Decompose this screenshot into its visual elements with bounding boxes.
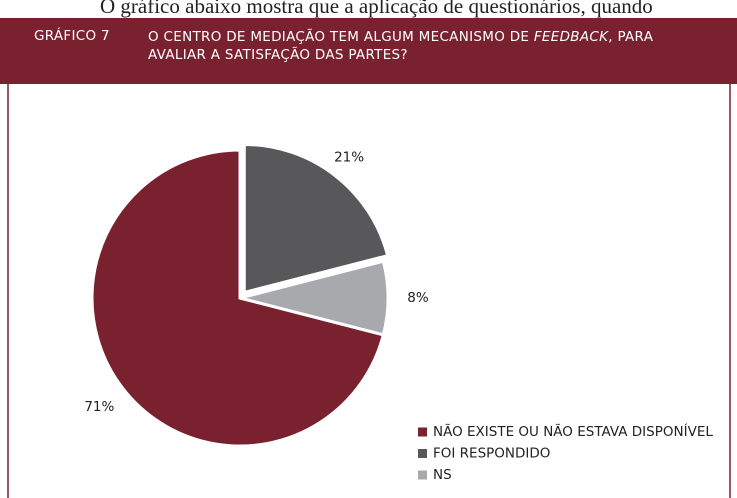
- pie-slice: [239, 259, 390, 337]
- header: GRÁFICO 7 O CENTRO DE MEDIAÇÃO TEM ALGUM…: [0, 18, 737, 84]
- title-part: O CENTRO DE MEDIAÇÃO TEM ALGUM MECANISMO…: [148, 29, 534, 45]
- data-label: 21%: [334, 149, 364, 165]
- chart-title: O CENTRO DE MEDIAÇÃO TEM ALGUM MECANISMO…: [148, 28, 653, 64]
- data-label: 71%: [84, 399, 114, 415]
- legend-swatch: [418, 449, 427, 458]
- pie-slice: [90, 148, 386, 448]
- title-part: , PARA: [608, 29, 654, 45]
- legend-swatch: [418, 427, 427, 437]
- context-text: O gráfico abaixo mostra que a aplicação …: [100, 0, 653, 18]
- legend-label: NÃO EXISTE OU NÃO ESTAVA DISPONÍVEL: [433, 423, 713, 440]
- data-label: 8%: [407, 290, 429, 306]
- title-part: AVALIAR A SATISFAÇÃO DAS PARTES?: [148, 47, 408, 63]
- chart: 71% 21% 8% NÃO EXISTE OU NÃO ESTAVA DISPONÍ…: [7, 84, 731, 498]
- legend-label: FOI RESPONDIDO: [433, 446, 550, 462]
- legend-label: NS: [433, 467, 452, 483]
- title-emphasis: FEEDBACK: [533, 29, 609, 45]
- legend-swatch: [418, 470, 427, 480]
- figure-label: GRÁFICO 7: [34, 28, 110, 44]
- pie-slice: [242, 142, 390, 295]
